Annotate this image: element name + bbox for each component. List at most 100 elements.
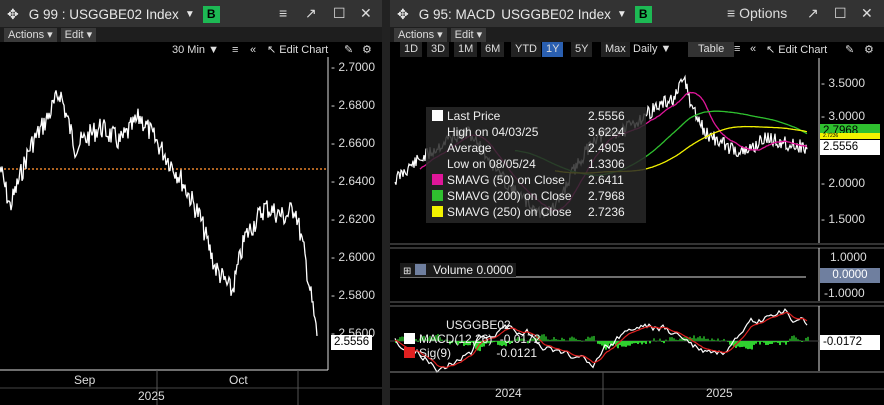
maximize-icon[interactable]: ☐ <box>834 5 847 21</box>
vol-tick-1: 1.0000 <box>830 250 867 264</box>
macd-histogram-bar <box>793 335 795 341</box>
macd-histogram-bar <box>401 336 403 341</box>
macd-histogram-bar <box>559 339 561 341</box>
table-button[interactable]: Table <box>688 42 735 57</box>
range-ytd[interactable]: YTD <box>511 42 541 57</box>
move-icon[interactable]: ✥ <box>7 5 19 22</box>
range-1m[interactable]: 1M <box>454 42 478 57</box>
macd-histogram-bar <box>509 341 511 344</box>
back-icon[interactable]: « <box>250 43 257 56</box>
macd-histogram-bar <box>423 335 425 341</box>
period-select[interactable]: Daily ▼ <box>633 43 672 55</box>
macd-histogram-bar <box>699 336 701 341</box>
macd-histogram-bar <box>797 339 799 341</box>
actions-menu[interactable]: Actions ▾ <box>4 27 57 42</box>
macd-histogram-bar <box>541 334 543 341</box>
chart-menu-icon[interactable]: ≡ <box>232 43 239 56</box>
right-badge[interactable]: B <box>634 5 652 23</box>
chevron-down-icon[interactable]: ▼ <box>616 8 627 20</box>
menu-icon[interactable]: ≡ <box>279 5 288 21</box>
legend-row: Low on 08/05/24 1.3306 <box>432 157 625 172</box>
price-legend[interactable]: Last Price 2.5556 High on 04/03/25 3.6224 Av… <box>426 107 646 223</box>
macd-histogram-bar <box>741 341 743 347</box>
macd-histogram-bar <box>495 341 497 342</box>
legend-label: SMAVG (250) on Close <box>447 205 572 219</box>
macd-histogram-bar <box>551 339 553 341</box>
macd-histogram-bar <box>629 341 631 346</box>
left-toolbar: Actions ▾ Edit ▾ <box>0 27 382 42</box>
macd-histogram-bar <box>479 341 481 352</box>
panel-divider[interactable] <box>382 0 390 405</box>
back-icon[interactable]: « <box>750 43 757 55</box>
edit-menu[interactable]: Edit ▾ <box>450 27 487 42</box>
left-badge[interactable]: B <box>202 5 220 23</box>
options-menu[interactable]: ≡ Options <box>727 5 788 21</box>
edit-chart-button[interactable]: ↖ Edit Chart <box>766 44 828 56</box>
settings-gear-icon[interactable]: ⚙ <box>864 44 874 56</box>
close-icon[interactable]: ✕ <box>360 5 372 21</box>
range-5y[interactable]: 5Y <box>571 42 593 57</box>
range-6m[interactable]: 6M <box>481 42 505 57</box>
macd-histogram-bar <box>439 337 441 341</box>
macd-histogram-bar <box>503 341 505 346</box>
maximize-icon[interactable]: ☐ <box>333 5 346 21</box>
macd-histogram-bar <box>421 336 423 341</box>
right-chart-panel: ✥ G 95: MACD USGGBE02 Index ▼ B ≡ Option… <box>390 0 884 405</box>
macd-histogram-bar <box>437 333 439 341</box>
edit-chart-button[interactable]: ↖ Edit Chart <box>267 44 329 56</box>
range-1y[interactable]: 1Y <box>542 42 564 57</box>
sma250-tag: 2.7236 <box>820 133 880 139</box>
macd-legend[interactable]: USGGBE02 MACD(12,26) -0.0172 Sig(9) -0.0… <box>404 318 540 360</box>
left-price-chart[interactable] <box>0 57 382 405</box>
macd-histogram-bar <box>501 341 503 347</box>
macd-histogram-bar <box>709 340 711 341</box>
macd-histogram-bar <box>773 341 775 343</box>
interval-select[interactable]: 30 Min ▼ <box>172 43 219 56</box>
macd-histogram-bar <box>783 341 785 343</box>
macd-histogram-bar <box>579 340 581 341</box>
macd-histogram-bar <box>627 341 629 346</box>
macd-histogram-bar <box>745 341 747 349</box>
macd-histogram-bar <box>463 341 465 346</box>
legend-label: High on 04/03/25 <box>447 125 539 139</box>
macd-histogram-bar <box>555 339 557 341</box>
macd-histogram-bar <box>399 337 401 341</box>
volume-legend[interactable]: ⊞ Volume 0.0000 <box>400 263 517 277</box>
macd-histogram-bar <box>591 336 593 341</box>
settings-gear-icon[interactable]: ⚙ <box>362 44 372 56</box>
range-1d[interactable]: 1D <box>400 42 423 57</box>
chart-menu-icon[interactable]: ≡ <box>734 43 741 55</box>
vol-tag: 0.0000 <box>820 268 880 283</box>
popout-icon[interactable]: ↗ <box>305 5 317 21</box>
expand-icon[interactable]: ⊞ <box>403 266 412 277</box>
macd-histogram-bar <box>573 337 575 341</box>
close-icon[interactable]: ✕ <box>861 5 873 21</box>
left-y-tick: - 2.6800 <box>331 98 376 112</box>
macd-histogram-bar <box>593 335 595 341</box>
legend-swatch <box>432 110 443 121</box>
macd-histogram-bar <box>639 341 641 343</box>
macd-histogram-bar <box>673 338 675 341</box>
legend-row: SMAVG (200) on Close 2.7968 <box>432 189 625 204</box>
chevron-down-icon[interactable]: ▼ <box>184 8 195 20</box>
range-3d[interactable]: 3D <box>427 42 450 57</box>
macd-histogram-bar <box>599 341 601 345</box>
price-series <box>0 90 318 336</box>
range-max[interactable]: Max <box>601 42 630 57</box>
right-title-bar: ✥ G 95: MACD USGGBE02 Index ▼ B ≡ Option… <box>390 0 884 28</box>
security-name[interactable]: USGGBE02 Index <box>501 6 611 22</box>
macd-histogram-bar <box>519 338 521 341</box>
macd-histogram-bar <box>621 341 623 347</box>
edit-menu[interactable]: Edit ▾ <box>60 27 97 42</box>
right-y-tick: - 3.5000 <box>821 76 866 90</box>
macd-histogram-bar <box>665 339 667 341</box>
annotate-icon[interactable]: ✎ <box>845 44 855 56</box>
annotate-icon[interactable]: ✎ <box>344 44 354 56</box>
macd-histogram-bar <box>607 341 609 347</box>
macd-histogram-bar <box>779 341 781 346</box>
macd-histogram-bar <box>499 341 501 346</box>
popout-icon[interactable]: ↗ <box>807 5 819 21</box>
move-icon[interactable]: ✥ <box>397 5 409 22</box>
actions-menu[interactable]: Actions ▾ <box>394 27 447 42</box>
macd-histogram-bar <box>687 338 689 341</box>
